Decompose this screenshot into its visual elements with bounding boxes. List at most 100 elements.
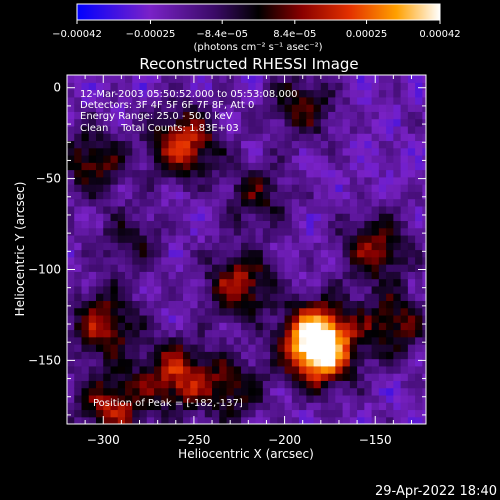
image-pixel xyxy=(342,336,351,345)
image-pixel xyxy=(233,387,242,396)
image-pixel xyxy=(117,307,126,316)
image-pixel xyxy=(175,213,184,222)
image-pixel xyxy=(197,154,206,163)
image-pixel xyxy=(212,234,220,243)
image-pixel xyxy=(219,133,228,142)
image-pixel xyxy=(226,314,235,323)
image-pixel xyxy=(110,220,119,229)
image-pixel xyxy=(110,249,119,258)
image-pixel xyxy=(415,242,423,251)
image-pixel xyxy=(306,249,315,258)
image-pixel xyxy=(255,300,264,309)
image-pixel xyxy=(342,293,351,301)
image-pixel xyxy=(291,82,300,91)
image-pixel xyxy=(393,89,402,98)
image-pixel xyxy=(364,133,373,142)
image-pixel xyxy=(306,278,315,287)
image-pixel xyxy=(313,125,322,134)
image-pixel xyxy=(371,307,380,316)
image-pixel xyxy=(270,242,278,251)
image-pixel xyxy=(197,336,206,345)
image-pixel xyxy=(81,213,90,222)
image-pixel xyxy=(190,264,199,272)
image-pixel xyxy=(248,344,257,352)
image-pixel xyxy=(139,198,148,207)
image-pixel xyxy=(168,380,177,389)
image-area xyxy=(67,75,426,424)
image-pixel xyxy=(342,140,351,149)
image-pixel xyxy=(400,402,409,411)
image-pixel xyxy=(81,111,90,120)
image-pixel xyxy=(183,154,191,163)
image-pixel xyxy=(284,213,293,222)
image-pixel xyxy=(357,264,365,272)
image-pixel xyxy=(125,358,133,367)
image-pixel xyxy=(183,264,191,272)
image-pixel xyxy=(320,96,329,105)
image-pixel xyxy=(328,271,336,280)
image-pixel xyxy=(175,82,184,91)
image-pixel xyxy=(270,176,278,185)
image-pixel xyxy=(67,75,75,83)
image-pixel xyxy=(233,271,242,280)
image-pixel xyxy=(386,402,394,411)
image-pixel xyxy=(212,154,220,163)
image-pixel xyxy=(103,213,112,222)
image-pixel xyxy=(88,307,97,316)
image-pixel xyxy=(248,104,257,112)
image-pixel xyxy=(255,82,264,91)
image-pixel xyxy=(357,373,365,381)
image-pixel xyxy=(248,300,257,309)
image-pixel xyxy=(342,271,351,280)
image-pixel xyxy=(67,176,75,185)
image-pixel xyxy=(67,234,75,243)
image-pixel xyxy=(219,75,228,83)
image-pixel xyxy=(190,285,199,294)
image-pixel xyxy=(378,249,387,258)
image-pixel xyxy=(364,154,373,163)
image-pixel xyxy=(284,249,293,258)
image-pixel xyxy=(335,169,344,178)
image-pixel xyxy=(320,242,329,251)
image-pixel xyxy=(313,402,322,411)
image-pixel xyxy=(400,125,409,134)
image-pixel xyxy=(277,82,286,91)
image-pixel xyxy=(248,256,257,265)
image-pixel xyxy=(161,358,170,367)
image-pixel xyxy=(241,409,249,418)
image-pixel xyxy=(204,140,213,149)
image-pixel xyxy=(161,402,170,411)
image-pixel xyxy=(277,373,286,381)
image-pixel xyxy=(270,380,278,389)
image-pixel xyxy=(407,285,416,294)
image-pixel xyxy=(248,380,257,389)
image-pixel xyxy=(407,351,416,360)
image-pixel xyxy=(393,285,402,294)
image-pixel xyxy=(393,409,402,418)
image-pixel xyxy=(168,176,177,185)
image-pixel xyxy=(161,256,170,265)
image-pixel xyxy=(277,307,286,316)
image-pixel xyxy=(146,351,155,360)
image-pixel xyxy=(364,227,373,236)
image-pixel xyxy=(386,293,394,301)
image-pixel xyxy=(299,198,307,207)
image-pixel xyxy=(393,75,402,83)
image-pixel xyxy=(262,104,271,112)
image-pixel xyxy=(96,394,104,403)
image-pixel xyxy=(364,104,373,112)
image-pixel xyxy=(284,184,293,192)
image-pixel xyxy=(378,293,387,301)
image-pixel xyxy=(422,409,426,418)
image-pixel xyxy=(197,402,206,411)
image-pixel xyxy=(183,409,191,418)
image-pixel xyxy=(146,169,155,178)
image-pixel xyxy=(175,176,184,185)
image-pixel xyxy=(226,329,235,338)
colorbar: −0.00042 −0.00025 −8.4e−05 8.4e−05 0.00025 0.… xyxy=(52,3,461,53)
image-pixel xyxy=(306,111,315,120)
image-pixel xyxy=(67,104,75,112)
image-pixel xyxy=(190,118,199,127)
image-pixel xyxy=(284,205,293,214)
image-pixel xyxy=(103,336,112,345)
